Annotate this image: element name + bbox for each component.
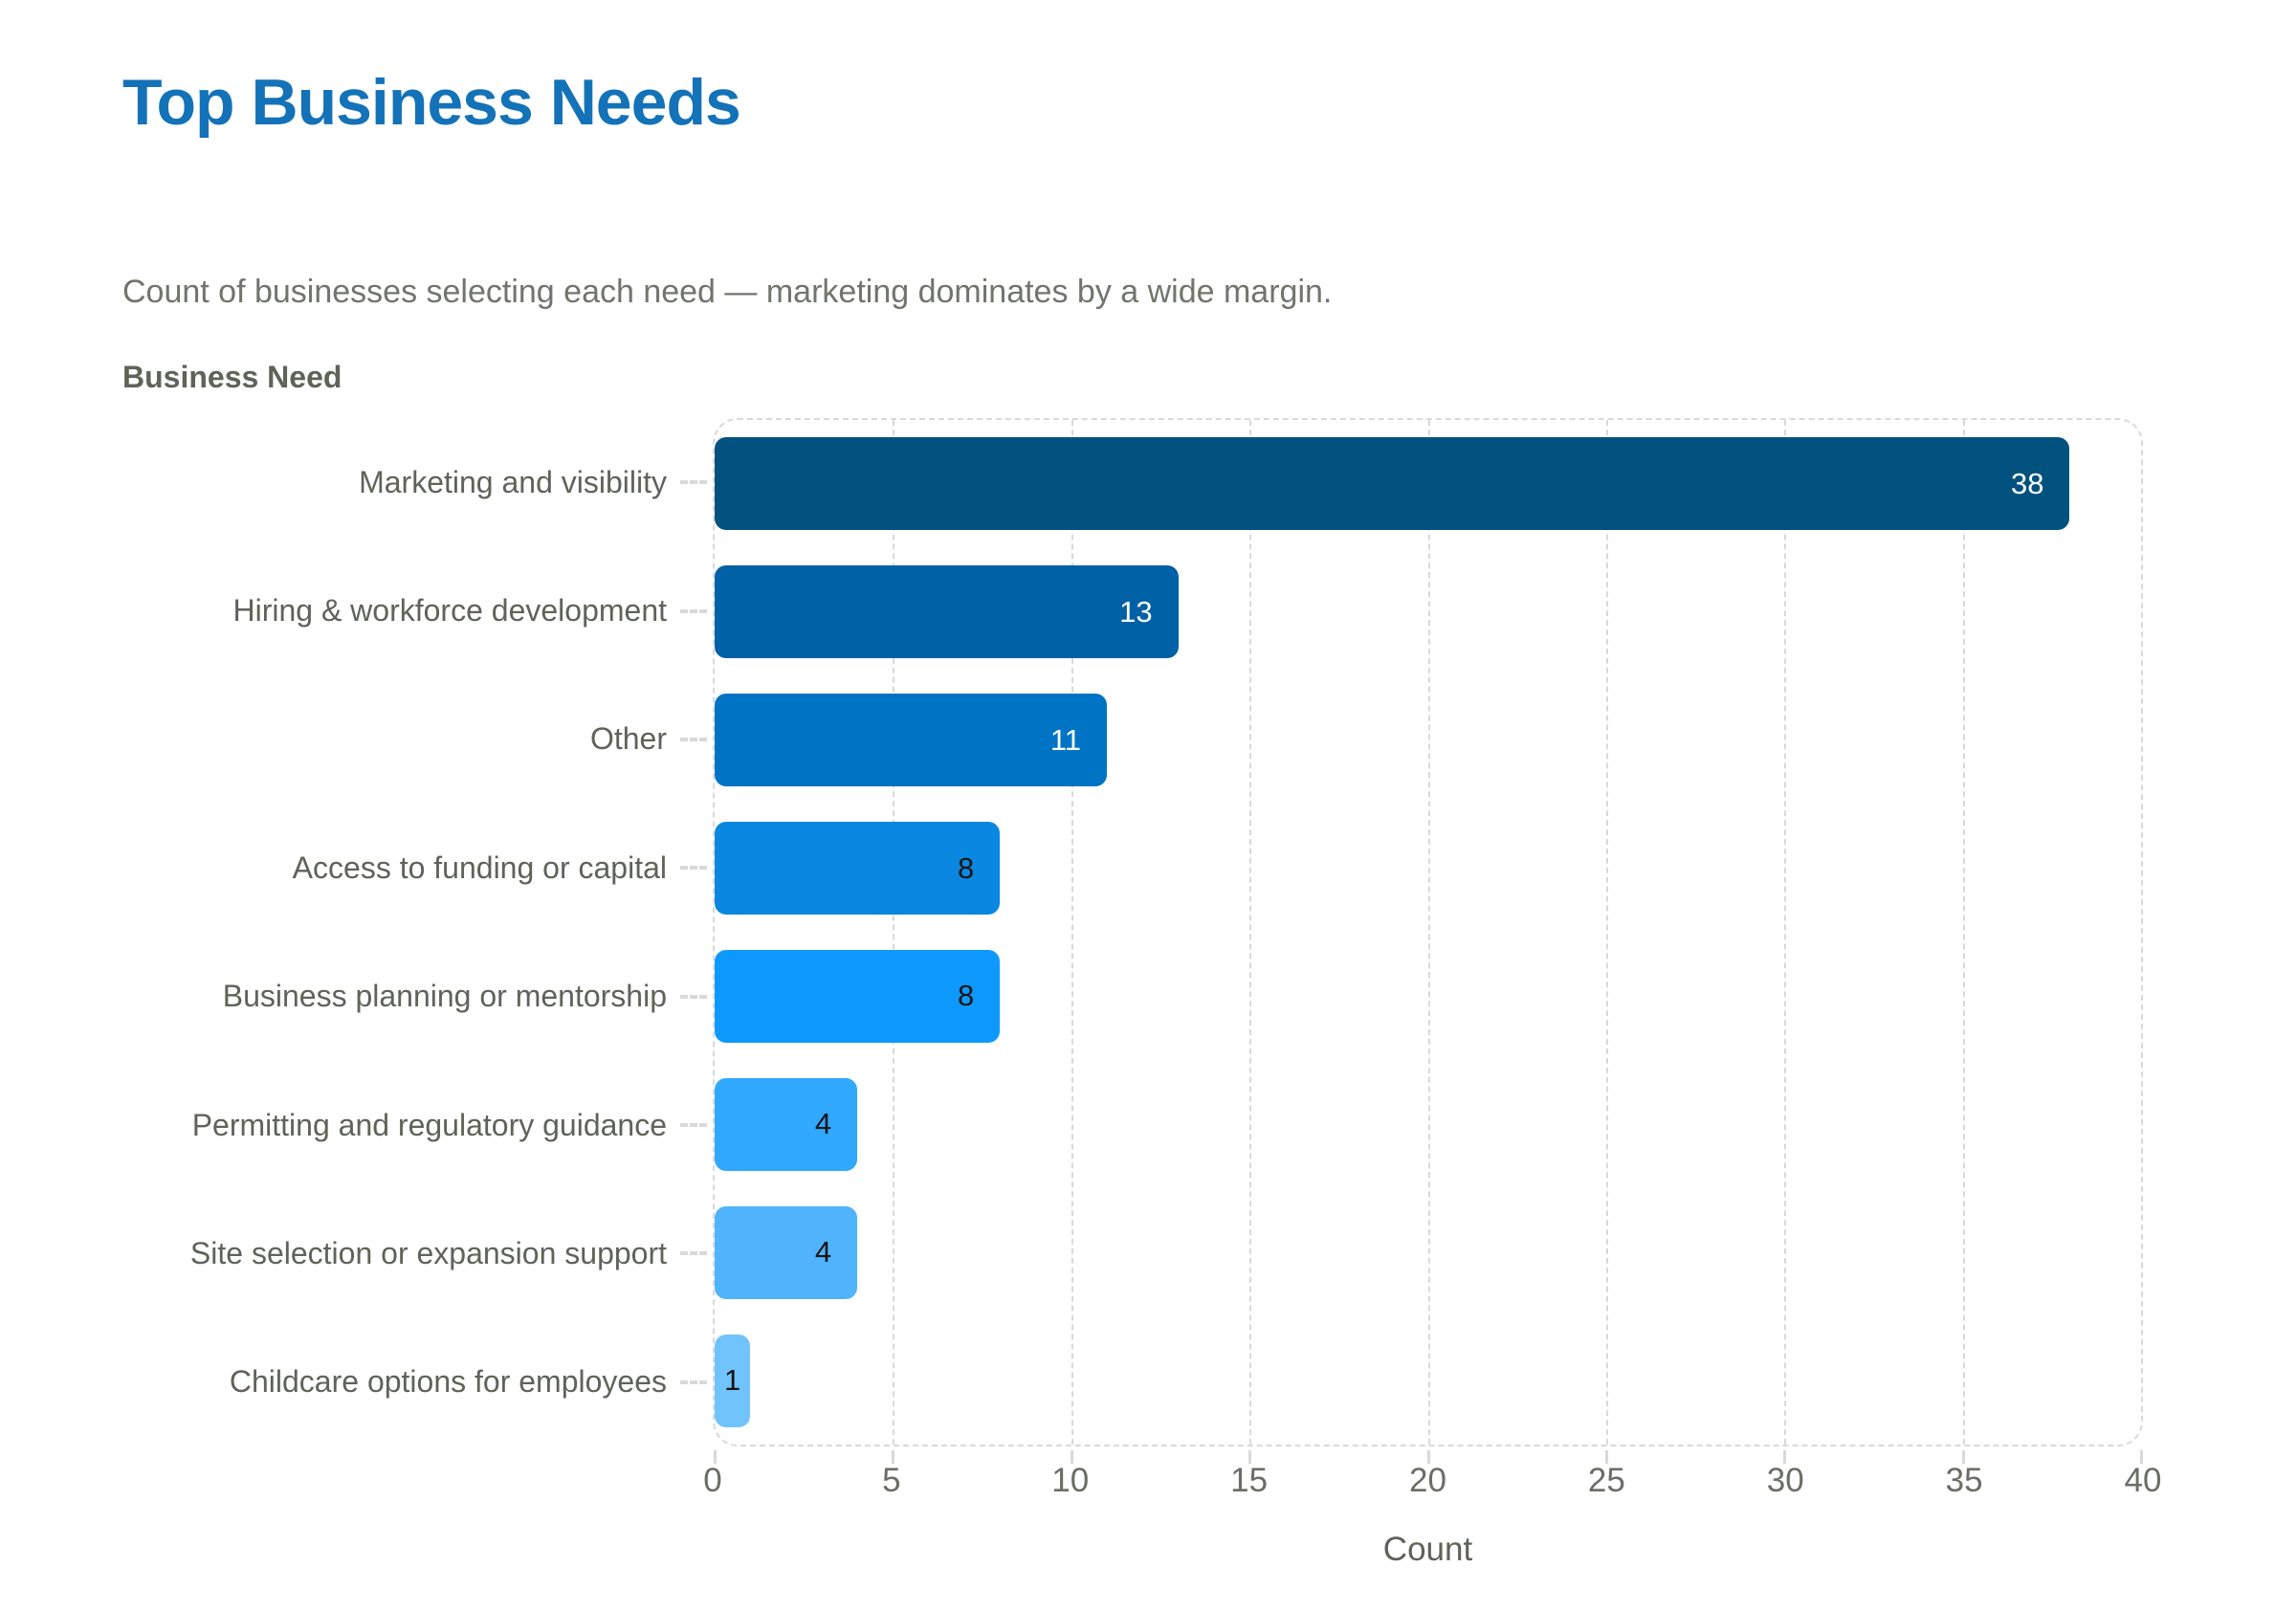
- category-tick-mark: [680, 1251, 707, 1256]
- bar-value-label: 1: [724, 1363, 741, 1398]
- x-tick-label: 0: [703, 1462, 722, 1499]
- gridline: [1427, 420, 1430, 1445]
- category-label: Hiring & workforce development: [232, 593, 667, 629]
- bar: 13: [715, 565, 1179, 659]
- bar-value-label: 11: [1049, 722, 1082, 757]
- bar: 4: [715, 1205, 858, 1299]
- gridline: [1249, 420, 1252, 1445]
- chart-title: Top Business Needs: [122, 66, 741, 139]
- category-label-row: Permitting and regulatory guidance: [0, 1061, 713, 1189]
- x-tick-label: 5: [882, 1462, 901, 1499]
- category-tick-mark: [680, 480, 707, 485]
- bar: 11: [715, 694, 1108, 787]
- x-tick-label: 10: [1051, 1462, 1090, 1499]
- bar: 4: [715, 1077, 858, 1171]
- bar-row: 11: [715, 676, 2141, 805]
- category-tick-mark: [680, 737, 707, 741]
- gridline: [1784, 420, 1787, 1445]
- bars-layer: 38 13 11 8 8 4 4 1: [715, 420, 2141, 1445]
- x-axis-tick-mark: [1426, 1450, 1430, 1464]
- bar-row: 1: [715, 1316, 2141, 1445]
- x-axis-title: Count: [1382, 1531, 1473, 1568]
- category-label-row: Childcare options for employees: [0, 1318, 713, 1446]
- category-label: Business planning or mentorship: [222, 979, 667, 1014]
- bar-row: 4: [715, 1060, 2141, 1188]
- category-label: Childcare options for employees: [229, 1364, 667, 1400]
- bar-row: 4: [715, 1188, 2141, 1316]
- bar: 38: [715, 437, 2070, 531]
- x-axis-tick-mark: [714, 1450, 717, 1464]
- x-tick-label: 30: [1766, 1462, 1804, 1499]
- x-axis-tick-mark: [1604, 1450, 1608, 1464]
- category-tick-mark: [680, 866, 707, 871]
- x-axis-tick-labels: 0 5 10 15 20 25 30 35 40: [703, 1462, 2161, 1504]
- category-label-row: Site selection or expansion support: [0, 1189, 713, 1317]
- bar: 8: [715, 822, 1001, 916]
- category-label-row: Marketing and visibility: [0, 418, 713, 546]
- x-axis-tick-mark: [1070, 1450, 1073, 1464]
- category-label: Site selection or expansion support: [189, 1235, 667, 1270]
- gridline: [1071, 420, 1073, 1445]
- x-tick-label: 40: [2124, 1462, 2162, 1499]
- x-axis-tick-mark: [1961, 1450, 1965, 1464]
- category-label: Access to funding or capital: [292, 850, 667, 885]
- category-label-row: Access to funding or capital: [0, 804, 713, 932]
- category-label-row: Hiring & workforce development: [0, 546, 713, 674]
- bar: 8: [715, 949, 1001, 1043]
- gridline: [893, 420, 895, 1445]
- category-label-row: Business planning or mentorship: [0, 933, 713, 1061]
- y-axis-title: Business Need: [122, 360, 342, 394]
- category-tick-mark: [680, 1123, 707, 1128]
- bar-row: 8: [715, 933, 2141, 1061]
- x-tick-label: 25: [1587, 1462, 1625, 1499]
- category-labels-column: Marketing and visibility Hiring & workfor…: [0, 418, 713, 1446]
- x-axis-tick-mark: [2140, 1450, 2143, 1464]
- x-tick-label: 15: [1230, 1462, 1269, 1499]
- bar-value-label: 4: [814, 1235, 832, 1269]
- category-label: Other: [589, 721, 667, 757]
- x-tick-label: 20: [1409, 1462, 1446, 1499]
- gridline: [1605, 420, 1608, 1445]
- category-tick-mark: [680, 994, 707, 999]
- plot-area: 38 13 11 8 8 4 4 1: [713, 418, 2143, 1464]
- x-axis-tick-mark: [1248, 1450, 1252, 1464]
- category-tick-mark: [680, 608, 707, 613]
- category-label: Permitting and regulatory guidance: [191, 1107, 667, 1142]
- bar-value-label: 38: [2010, 466, 2044, 500]
- bar-value-label: 4: [814, 1107, 832, 1141]
- category-label-row: Other: [0, 675, 713, 804]
- chart-subtitle: Count of businesses selecting each need …: [122, 274, 1333, 310]
- bar-chart: Marketing and visibility Hiring & workfor…: [0, 418, 2143, 1464]
- x-axis-tick-mark: [1783, 1450, 1787, 1464]
- bar-value-label: 8: [957, 850, 975, 885]
- bar: 1: [715, 1334, 751, 1427]
- gridline: [1962, 420, 1965, 1445]
- bar-row: 8: [715, 805, 2141, 933]
- bar-value-label: 13: [1119, 594, 1153, 629]
- category-label: Marketing and visibility: [359, 464, 667, 499]
- bar-row: 38: [715, 420, 2141, 548]
- bar-row: 13: [715, 548, 2141, 676]
- x-tick-label: 35: [1945, 1462, 1983, 1499]
- bar-value-label: 8: [957, 979, 975, 1013]
- x-axis-tick-mark: [892, 1450, 895, 1464]
- category-tick-mark: [680, 1379, 707, 1384]
